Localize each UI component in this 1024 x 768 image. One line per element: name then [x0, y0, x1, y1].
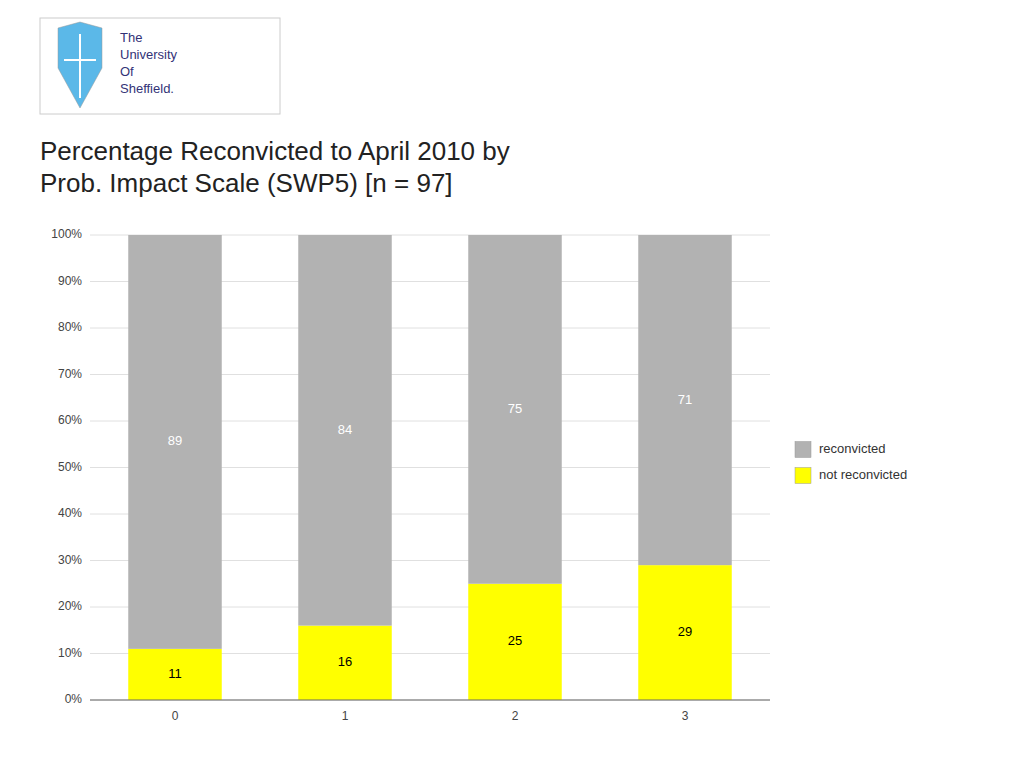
- title-line: Prob. Impact Scale (SWP5) [n = 97]: [40, 168, 453, 198]
- legend-swatch: [795, 468, 811, 484]
- data-label: 11: [168, 666, 182, 681]
- y-tick-label: 70%: [58, 367, 82, 381]
- logo-cross: [79, 34, 81, 98]
- x-axis: 0 1 2 3: [90, 700, 770, 723]
- data-labels: 11 16 25 29 89 84 75 71: [168, 392, 692, 681]
- logo-box: [40, 18, 280, 114]
- data-label: 29: [678, 624, 692, 639]
- y-tick-label: 50%: [58, 460, 82, 474]
- y-tick-label: 20%: [58, 599, 82, 613]
- annotation-line: Of: [120, 64, 134, 79]
- data-label: 71: [678, 392, 692, 407]
- bar: [128, 235, 222, 649]
- data-label: 75: [508, 401, 522, 416]
- annotation-line: The: [120, 30, 142, 45]
- annotation-line: University: [120, 47, 178, 62]
- x-tick-label: 3: [682, 709, 689, 723]
- x-tick-label: 0: [172, 709, 179, 723]
- title: Percentage Reconvicted to April 2010 byP…: [40, 136, 510, 198]
- bar: [128, 649, 222, 700]
- logo-shield: [58, 22, 102, 108]
- y-tick-label: 100%: [51, 227, 82, 241]
- legend-label: not reconvicted: [819, 467, 907, 482]
- bar: [638, 565, 732, 700]
- title-line: Percentage Reconvicted to April 2010 by: [40, 136, 510, 166]
- x-axis-line: [90, 700, 770, 701]
- y-tick-label: 10%: [58, 646, 82, 660]
- chart: The University Of Sheffield. Percentage Reco…: [0, 0, 1024, 768]
- data-label: 84: [338, 422, 352, 437]
- legend-swatch: [795, 442, 811, 458]
- y-tick-label: 30%: [58, 553, 82, 567]
- logo-cross: [64, 59, 96, 61]
- annotation: The University Of Sheffield.: [120, 30, 178, 96]
- logo: The University Of Sheffield.: [40, 18, 280, 114]
- annotation-line: Sheffield.: [120, 81, 174, 96]
- x-tick-label: 1: [342, 709, 349, 723]
- legend: reconvicted not reconvicted: [795, 441, 907, 484]
- legend-label: reconvicted: [819, 441, 885, 456]
- x-tick-label: 2: [512, 709, 519, 723]
- y-tick-label: 0%: [65, 692, 83, 706]
- bar: [638, 235, 732, 565]
- y-tick-label: 90%: [58, 274, 82, 288]
- data-label: 16: [338, 654, 352, 669]
- bar: [468, 584, 562, 700]
- y-tick-label: 80%: [58, 320, 82, 334]
- grid-line: [90, 700, 770, 701]
- bars: [128, 235, 732, 700]
- bar: [468, 235, 562, 584]
- y-axis: 0% 10% 20% 30% 40% 50% 60% 70% 80% 90% 100%: [51, 227, 770, 706]
- bar: [298, 626, 392, 700]
- data-label: 25: [508, 633, 522, 648]
- bar: [298, 235, 392, 626]
- data-label: 89: [168, 433, 182, 448]
- y-tick-label: 60%: [58, 413, 82, 427]
- y-tick-label: 40%: [58, 506, 82, 520]
